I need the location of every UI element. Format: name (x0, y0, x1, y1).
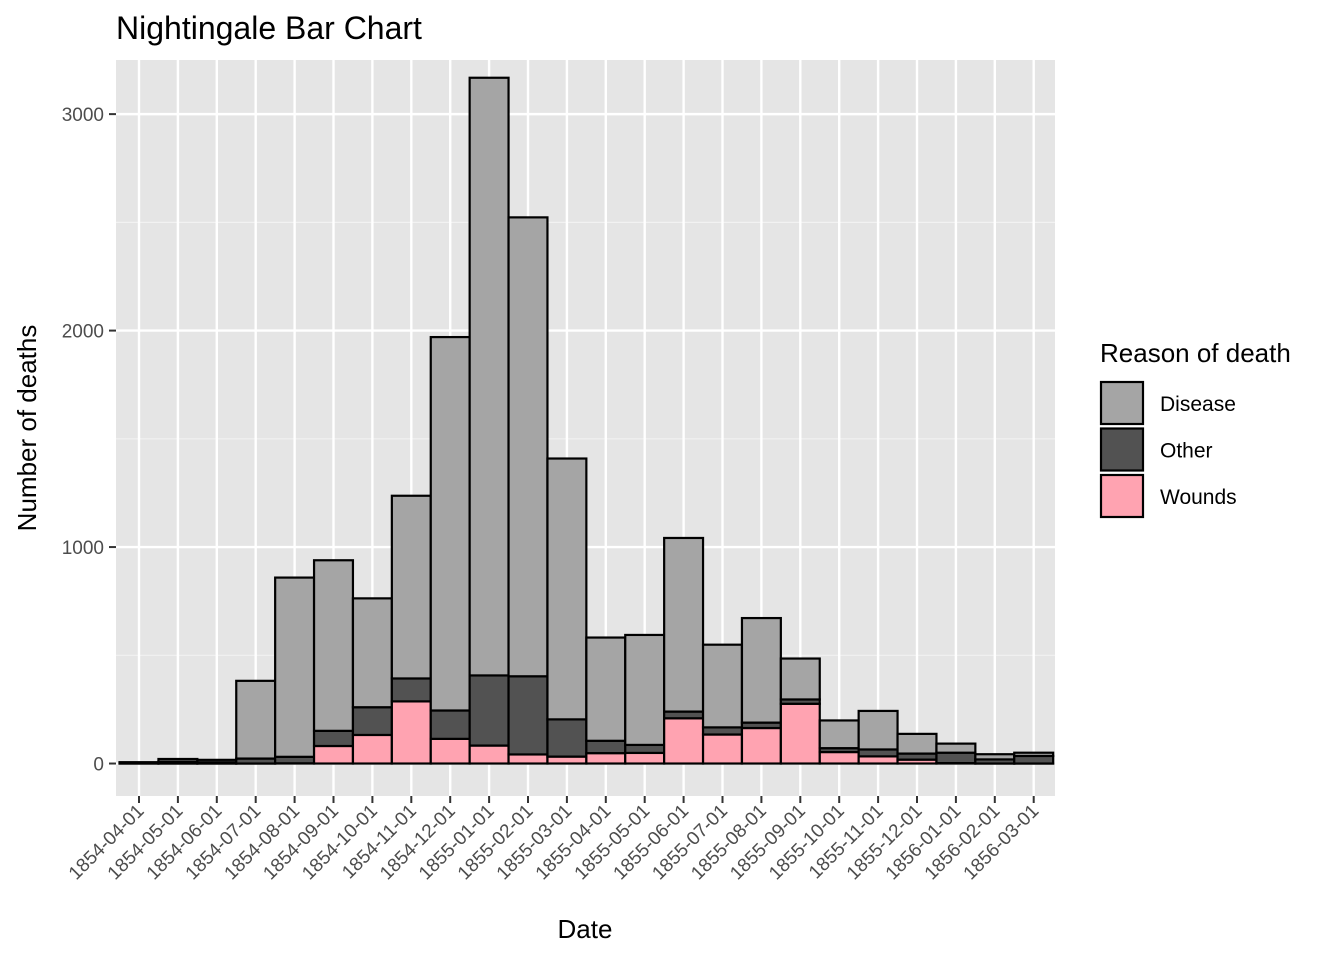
bar-disease-1855-03-01 (546, 457, 588, 721)
bar-other-1855-01-01 (468, 674, 510, 747)
legend-label-wounds: Wounds (1160, 486, 1237, 509)
legend-swatch-other (1099, 427, 1145, 472)
bar-wounds-1855-04-01 (585, 752, 627, 765)
legend-title: Reason of death (1100, 338, 1291, 368)
bar-other-1855-02-01 (507, 675, 549, 756)
y-tick-label: 3000 (62, 105, 104, 126)
bar-wounds-1854-12-01 (429, 737, 471, 765)
y-tick-label: 1000 (62, 538, 104, 559)
bar-wounds-1854-11-01 (390, 700, 432, 765)
bar-other-1856-03-01 (1013, 754, 1055, 765)
legend-label-disease: Disease (1160, 393, 1236, 416)
bar-wounds-1855-05-01 (624, 751, 666, 765)
bar-disease-1855-11-01 (857, 709, 899, 751)
bar-disease-1854-12-01 (429, 335, 471, 712)
legend-swatch-wounds (1099, 473, 1145, 519)
legend-items: Disease Other Wounds (1099, 380, 1237, 519)
y-tick-label: 0 (93, 755, 104, 776)
bar-wounds-1855-01-01 (468, 744, 510, 765)
y-tick-label: 2000 (62, 322, 104, 343)
bar-disease-1854-11-01 (390, 494, 432, 680)
bar-disease-1854-06-01 (196, 758, 238, 764)
x-axis: 1854-04-011854-05-011854-06-011854-07-01… (65, 796, 1043, 884)
bar-other-1854-10-01 (351, 706, 393, 737)
bar-disease-1855-09-01 (779, 657, 821, 701)
bar-other-1855-04-01 (585, 739, 627, 755)
bars (118, 76, 1055, 765)
bar-disease-1854-08-01 (274, 576, 316, 758)
bar-other-1855-05-01 (624, 743, 666, 755)
bar-disease-1855-12-01 (896, 732, 938, 755)
bar-other-1856-01-01 (935, 751, 977, 765)
y-axis: 0 1000 2000 3000 (62, 105, 116, 776)
x-axis-title: Date (558, 914, 613, 944)
legend: Reason of death Disease Other Wounds (1099, 338, 1291, 519)
bar-disease-1855-01-01 (468, 76, 510, 677)
bar-other-1854-11-01 (390, 677, 432, 703)
bar-disease-1854-09-01 (312, 559, 355, 732)
bar-disease-1855-06-01 (663, 536, 705, 713)
legend-swatch-disease (1099, 380, 1145, 426)
bar-other-1854-09-01 (312, 729, 355, 748)
bar-wounds-1855-06-01 (663, 717, 705, 765)
bar-wounds-1855-08-01 (740, 726, 782, 765)
bar-disease-1855-08-01 (740, 616, 782, 724)
bar-wounds-1855-10-01 (818, 750, 860, 765)
bar-disease-1855-07-01 (701, 643, 744, 729)
bar-other-1855-03-01 (546, 718, 588, 758)
bar-other-1854-12-01 (429, 709, 471, 740)
bar-wounds-1855-09-01 (779, 702, 821, 765)
bar-wounds-1855-02-01 (507, 753, 549, 765)
bar-wounds-1855-07-01 (701, 733, 744, 765)
bar-disease-1856-03-01 (1013, 751, 1055, 758)
bar-wounds-1854-10-01 (351, 733, 393, 765)
chart-title: Nightingale Bar Chart (116, 10, 422, 46)
bar-disease-1855-10-01 (818, 719, 860, 750)
bar-disease-1854-05-01 (157, 757, 199, 763)
bar-disease-1855-02-01 (507, 216, 549, 678)
legend-label-other: Other (1160, 440, 1213, 463)
bar-disease-1855-05-01 (624, 633, 666, 747)
bar-disease-1856-01-01 (935, 742, 977, 754)
y-axis-title: Number of deaths (12, 325, 42, 532)
bar-disease-1856-02-01 (974, 753, 1016, 761)
bar-wounds-1854-09-01 (312, 744, 355, 765)
bar-disease-1854-07-01 (235, 679, 277, 760)
bar-disease-1854-10-01 (351, 597, 393, 709)
bar-disease-1855-04-01 (585, 636, 627, 742)
